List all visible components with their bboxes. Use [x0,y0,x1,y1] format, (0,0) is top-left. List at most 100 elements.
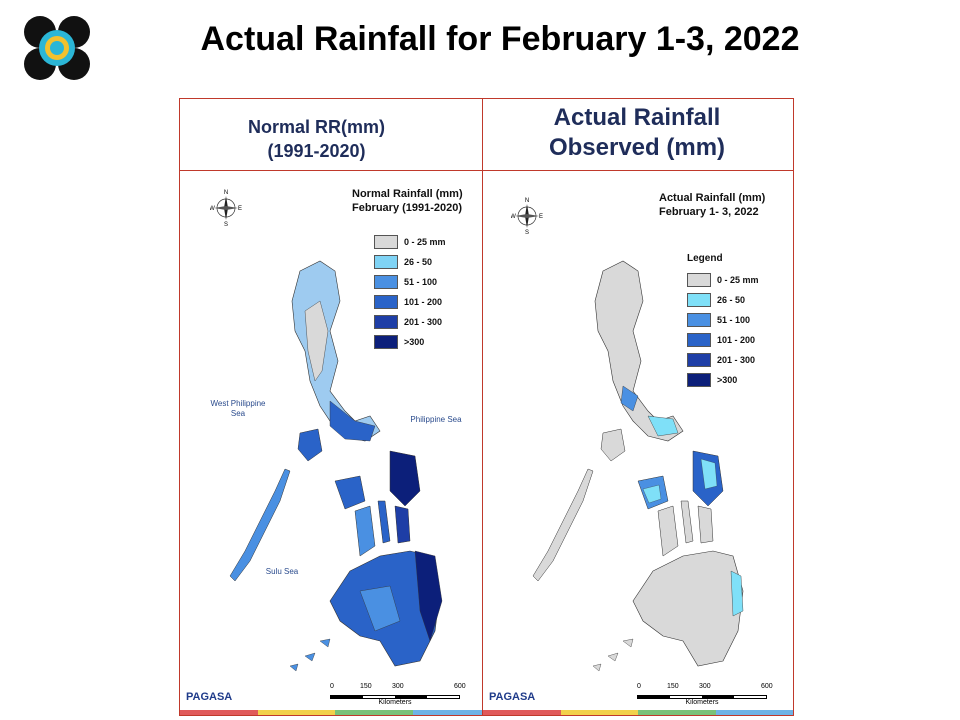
legend-label: 201 - 300 [404,317,443,327]
legend-label: 201 - 300 [717,355,756,365]
legend-swatch [687,313,711,327]
legend-item: 101 - 200 [374,295,442,309]
region-negros [354,505,376,557]
legend-swatch [374,315,398,329]
scale-unit: Kilometers [685,699,719,706]
compass-w: W [511,214,516,220]
region-palawan [229,468,291,582]
map-title: Normal Rainfall (mm) February (1991-2020… [352,187,463,215]
compass-n: N [224,190,228,196]
region-negros [657,505,679,557]
legend-swatch [687,373,711,387]
scale-tick: 300 [699,683,711,690]
header-line-1: Actual Rainfall [553,104,721,131]
region-mindoro [297,428,323,462]
compass-w: W [210,206,215,212]
compass-e: E [238,206,242,212]
region-mindanao [632,550,744,667]
sea-label-east: Philippine Sea [410,415,462,424]
actual-rainfall-map [532,260,744,672]
region-cebu [377,500,391,544]
color-strip [180,710,490,715]
region-palawan [532,468,594,582]
legend-item: 201 - 300 [374,315,442,329]
compass-e: E [539,214,543,220]
legend-label: 51 - 100 [404,277,438,287]
pagasa-logo: PAGASA [489,691,536,703]
scale-tick: 0 [637,683,641,690]
page-title: Actual Rainfall for February 1-3, 2022 [200,20,800,58]
sea-label-sulu: Sulu Sea [265,567,299,576]
header-line-1: Normal RR(mm) [247,117,385,137]
map-title-line-1: Actual Rainfall (mm) [659,192,766,204]
compass-rose-icon: N S W E [210,190,242,227]
compass-n: N [525,198,529,204]
compass-rose-icon: N S W E [511,198,543,235]
legend-label: 0 - 25 mm [404,237,446,247]
scale-tick: 600 [761,683,773,690]
legend-item: >300 [687,373,737,387]
region-panay [334,475,366,510]
compass-s: S [525,230,529,235]
legend-swatch [687,273,711,287]
scale-bar: 0 150 300 600 Kilometers [637,683,773,706]
legend-swatch [374,255,398,269]
legend-item: 51 - 100 [687,313,750,327]
legend-swatch [374,295,398,309]
map-title-line-2: February 1- 3, 2022 [659,206,759,218]
normal-rainfall-map [229,260,443,672]
map-title-line-2: February (1991-2020) [352,202,463,214]
legend-item: 201 - 300 [687,353,755,367]
header-line-2: (1991-2020) [267,141,366,161]
scale-tick: 600 [454,683,466,690]
legend-item: 26 - 50 [374,255,432,269]
region-mindoro [600,428,626,462]
pagasa-logo: PAGASA [186,691,233,703]
header-line-2: Observed (mm) [548,134,726,161]
legend-swatch [374,335,398,349]
legend-label: 26 - 50 [404,257,433,267]
scale-unit: Kilometers [378,699,412,706]
legend-item: >300 [374,335,424,349]
region-samar [389,450,421,507]
region-leyte [394,505,411,544]
legend-label: 0 - 25 mm [717,275,759,285]
legend-label: 101 - 200 [404,297,443,307]
scale-tick: 0 [330,683,334,690]
region-leyte [697,505,714,544]
legend-label: 51 - 100 [717,315,751,325]
legend-label: >300 [717,375,738,385]
legend-title: Legend [687,253,723,264]
legend-label: >300 [404,337,425,347]
scale-tick: 150 [360,683,372,690]
legend-swatch [687,353,711,367]
sea-label-west: West Philippine Sea [210,399,266,418]
map-title-line-1: Normal Rainfall (mm) [352,188,463,200]
scale-tick: 150 [667,683,679,690]
legend-swatch [687,293,711,307]
scale-tick: 300 [392,683,404,690]
panel-header-text: Normal RR(mm) (1991-2020) [224,115,409,163]
color-strip [483,710,793,715]
scale-bar: 0 150 300 600 Kilometers [330,683,466,706]
legend-swatch [374,275,398,289]
legend-label: 26 - 50 [717,295,746,305]
legend-swatch [374,235,398,249]
map-title: Actual Rainfall (mm) February 1- 3, 2022 [659,191,765,219]
compass-s: S [224,222,228,227]
legend-label: 101 - 200 [717,335,756,345]
legend-item: 0 - 25 mm [687,273,759,287]
legend-item: 101 - 200 [687,333,755,347]
legend-swatch [687,333,711,347]
region-luzon [594,260,684,442]
region-cebu [680,500,694,544]
dost-seal-icon [24,16,90,80]
legend-item: 0 - 25 mm [374,235,446,249]
actual-rainfall-panel: Actual Rainfall Observed (mm) N S W E Ac… [482,98,794,716]
legend-item: 26 - 50 [687,293,745,307]
normal-rainfall-panel: Normal RR(mm) (1991-2020) N S W E Normal… [179,98,491,716]
panel-header: Normal RR(mm) (1991-2020) [180,99,490,171]
legend-item: 51 - 100 [374,275,437,289]
panel-header: Actual Rainfall Observed (mm) [483,99,793,171]
panel-header-text: Actual Rainfall Observed (mm) [517,103,757,163]
